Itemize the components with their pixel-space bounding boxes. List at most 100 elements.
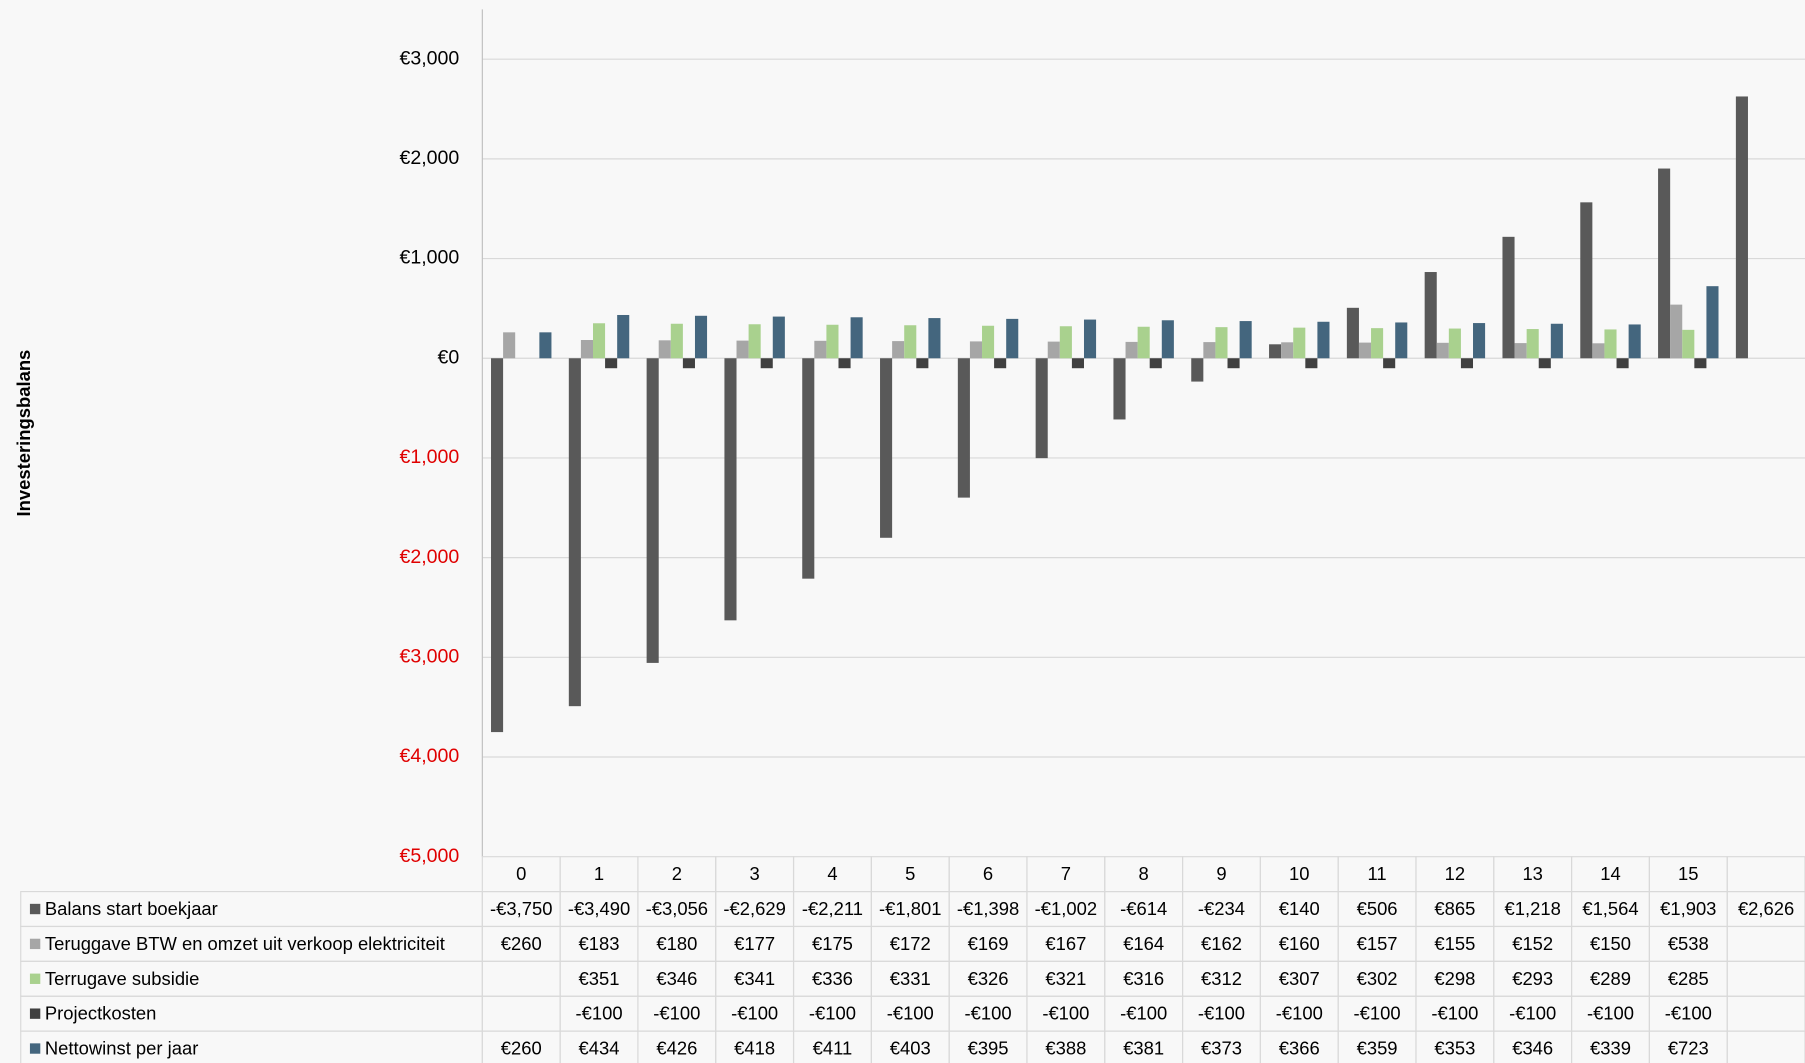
x-tick-label: 2 xyxy=(672,863,682,884)
legend-key xyxy=(29,1043,41,1054)
bar xyxy=(969,341,983,359)
bar xyxy=(568,358,581,707)
bar xyxy=(850,317,863,359)
data-label: €180 xyxy=(656,933,697,954)
data-label: -€1,002 xyxy=(1035,898,1097,919)
bar xyxy=(1191,358,1204,382)
bar xyxy=(1682,329,1695,359)
data-label: €723 xyxy=(1668,1038,1709,1059)
bar xyxy=(1526,329,1539,359)
bar xyxy=(646,358,659,663)
data-label: €307 xyxy=(1279,968,1320,989)
data-label: €152 xyxy=(1512,933,1553,954)
legend-key xyxy=(29,973,41,984)
bar xyxy=(1538,358,1551,369)
data-label: €331 xyxy=(890,968,931,989)
bar xyxy=(1281,342,1294,359)
bar xyxy=(1125,341,1138,359)
data-label: €339 xyxy=(1590,1038,1631,1059)
data-label: €175 xyxy=(812,933,853,954)
data-label: €157 xyxy=(1357,933,1398,954)
data-label: -€3,056 xyxy=(646,898,708,919)
data-label: -€100 xyxy=(965,1003,1012,1024)
data-label: €164 xyxy=(1123,933,1164,954)
data-label: -€100 xyxy=(1431,1003,1478,1024)
y-tick-label: €5,000 xyxy=(400,845,460,867)
data-label: -€100 xyxy=(575,1003,622,1024)
bar xyxy=(1604,329,1617,359)
bar xyxy=(994,358,1007,369)
bar xyxy=(1137,326,1150,359)
bar xyxy=(736,340,749,359)
bar xyxy=(580,340,593,359)
bar xyxy=(1694,358,1707,369)
bar xyxy=(1161,320,1174,359)
data-label: €289 xyxy=(1590,968,1631,989)
y-tick-label: €4,000 xyxy=(400,745,460,767)
data-label: €172 xyxy=(890,933,931,954)
y-tick-label: €2,000 xyxy=(400,147,460,169)
y-tick-label: €1,000 xyxy=(400,247,460,269)
data-label: €403 xyxy=(890,1038,931,1059)
bar xyxy=(1424,272,1437,359)
table-cell xyxy=(1726,960,1805,997)
data-label: €285 xyxy=(1668,968,1709,989)
data-label: -€1,801 xyxy=(879,898,941,919)
bar xyxy=(1203,342,1216,359)
data-label: €2,626 xyxy=(1738,898,1794,919)
legend-key xyxy=(29,938,41,950)
bar xyxy=(957,358,970,498)
bar xyxy=(694,315,708,359)
data-label: €1,564 xyxy=(1582,898,1638,919)
data-label: -€100 xyxy=(1198,1003,1245,1024)
bar xyxy=(1658,168,1671,359)
data-label: €326 xyxy=(968,968,1009,989)
bar xyxy=(1460,358,1474,369)
data-label: €140 xyxy=(1279,898,1320,919)
bar xyxy=(670,323,683,359)
table-cell xyxy=(1726,995,1805,1032)
table-cell xyxy=(481,995,561,1032)
data-label: €169 xyxy=(968,933,1009,954)
data-label: €167 xyxy=(1045,933,1086,954)
data-label: -€100 xyxy=(1042,1003,1089,1024)
data-label: -€3,490 xyxy=(568,898,630,919)
bar xyxy=(1616,358,1629,369)
data-label: €341 xyxy=(734,968,775,989)
x-tick-label: 12 xyxy=(1445,863,1465,884)
y-tick-label: €2,000 xyxy=(400,546,460,568)
data-label: €336 xyxy=(812,968,853,989)
data-label: -€2,211 xyxy=(802,898,863,919)
x-tick-label: 14 xyxy=(1600,863,1620,884)
bar xyxy=(605,358,618,369)
bar xyxy=(1514,343,1527,359)
x-tick-label: 0 xyxy=(516,863,526,884)
bar xyxy=(1305,358,1318,369)
data-label: €1,218 xyxy=(1505,898,1561,919)
legend-label: Projectkosten xyxy=(45,1003,157,1024)
bar xyxy=(1371,328,1384,359)
bar xyxy=(1383,358,1396,369)
x-tick-label: 10 xyxy=(1289,863,1309,884)
bar xyxy=(772,316,785,359)
bar xyxy=(982,325,995,359)
x-tick-label: 7 xyxy=(1061,863,1071,884)
bar xyxy=(1059,326,1072,359)
bar xyxy=(880,358,893,538)
x-tick-label: 9 xyxy=(1216,863,1226,884)
data-label: -€100 xyxy=(1276,1003,1323,1024)
y-axis-label: Investeringsbalans xyxy=(13,350,34,517)
bar xyxy=(1269,344,1282,359)
bar xyxy=(1149,358,1162,369)
data-label: €260 xyxy=(501,1038,542,1059)
data-label: €346 xyxy=(656,968,697,989)
x-tick-label: 8 xyxy=(1139,863,1149,884)
bar xyxy=(826,324,839,359)
bar xyxy=(1227,358,1240,369)
data-label: €538 xyxy=(1668,933,1709,954)
data-label: €388 xyxy=(1045,1038,1086,1059)
bar xyxy=(760,358,773,369)
x-tick-label: 1 xyxy=(594,863,604,884)
x-tick-label: 11 xyxy=(1368,863,1387,884)
table-cell xyxy=(1726,925,1805,962)
